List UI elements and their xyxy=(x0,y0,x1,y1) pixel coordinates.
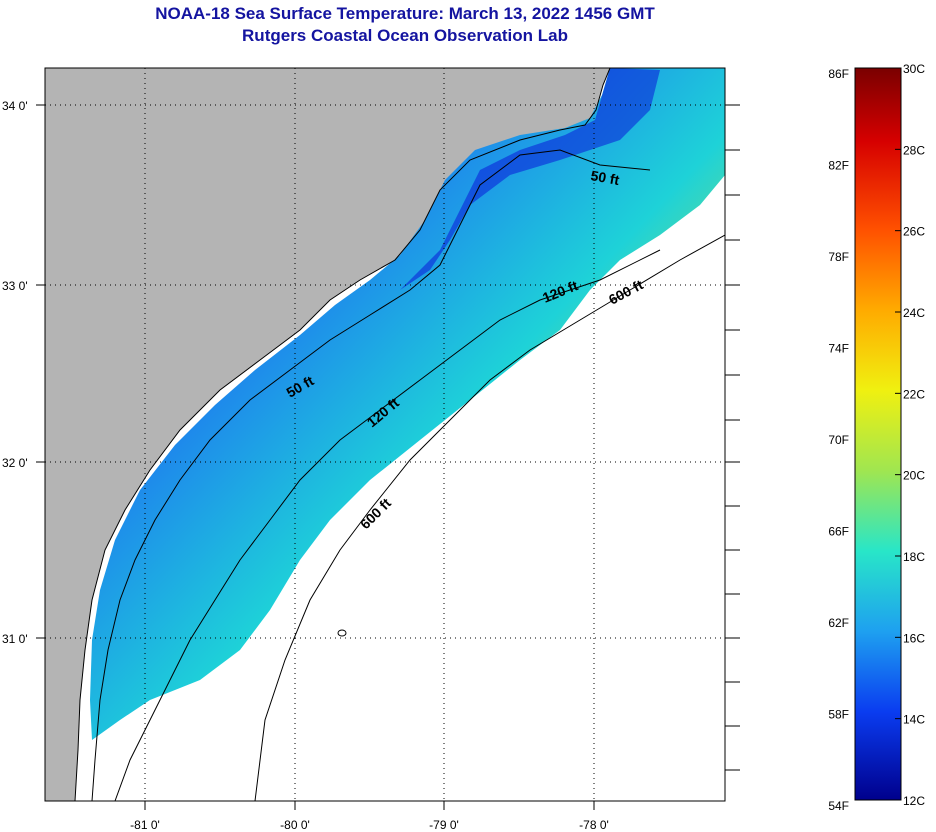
lon-label: -80 0' xyxy=(280,818,310,832)
lat-label: 34 0' xyxy=(2,99,28,113)
colorbar-c-label: 18C xyxy=(903,550,925,564)
lat-label: 31 0' xyxy=(2,632,28,646)
colorbar xyxy=(854,67,902,801)
lon-label: -78 0' xyxy=(579,818,609,832)
contour-label-50ft: 50 ft xyxy=(589,167,620,188)
sst-swath xyxy=(90,68,725,740)
lat-label: 33 0' xyxy=(2,279,28,293)
colorbar-f-label: 54F xyxy=(828,799,849,813)
tick-marks xyxy=(36,104,740,810)
colorbar-c-label: 30C xyxy=(903,62,925,76)
colorbar-f-label: 78F xyxy=(828,250,849,264)
colorbar-f-label: 62F xyxy=(828,616,849,630)
colorbar-f-label: 70F xyxy=(828,433,849,447)
isobath-50ft xyxy=(91,149,651,801)
map-frame xyxy=(44,67,726,802)
map-subtitle: Rutgers Coastal Ocean Observation Lab xyxy=(242,26,568,45)
graticule xyxy=(45,68,725,801)
lon-label: -81 0' xyxy=(130,818,160,832)
colorbar-c-label: 14C xyxy=(903,713,925,727)
colorbar-f-label: 66F xyxy=(828,525,849,539)
colorbar-f-label: 58F xyxy=(828,708,849,722)
lon-label: -79 0' xyxy=(429,818,459,832)
isobath-600ft xyxy=(254,234,725,801)
colorbar-c-label: 22C xyxy=(903,387,925,401)
colorbar-c-label: 16C xyxy=(903,631,925,645)
colorbar-f-label: 86F xyxy=(828,67,849,81)
colorbar-c-label: 28C xyxy=(903,143,925,157)
colorbar-f-label: 74F xyxy=(828,342,849,356)
coastline xyxy=(74,68,611,801)
colorbar-c-label: 20C xyxy=(903,469,925,483)
land xyxy=(45,68,610,801)
island xyxy=(337,629,347,637)
lat-label: 32 0' xyxy=(2,456,28,470)
colorbar-c-label: 26C xyxy=(903,225,925,239)
map-title: NOAA-18 Sea Surface Temperature: March 1… xyxy=(155,4,655,23)
isobath-120ft xyxy=(114,249,661,801)
sst-nearshore-band xyxy=(400,68,660,290)
colorbar-f-label: 82F xyxy=(828,159,849,173)
colorbar-c-label: 12C xyxy=(903,794,925,808)
colorbar-c-label: 24C xyxy=(903,306,925,320)
